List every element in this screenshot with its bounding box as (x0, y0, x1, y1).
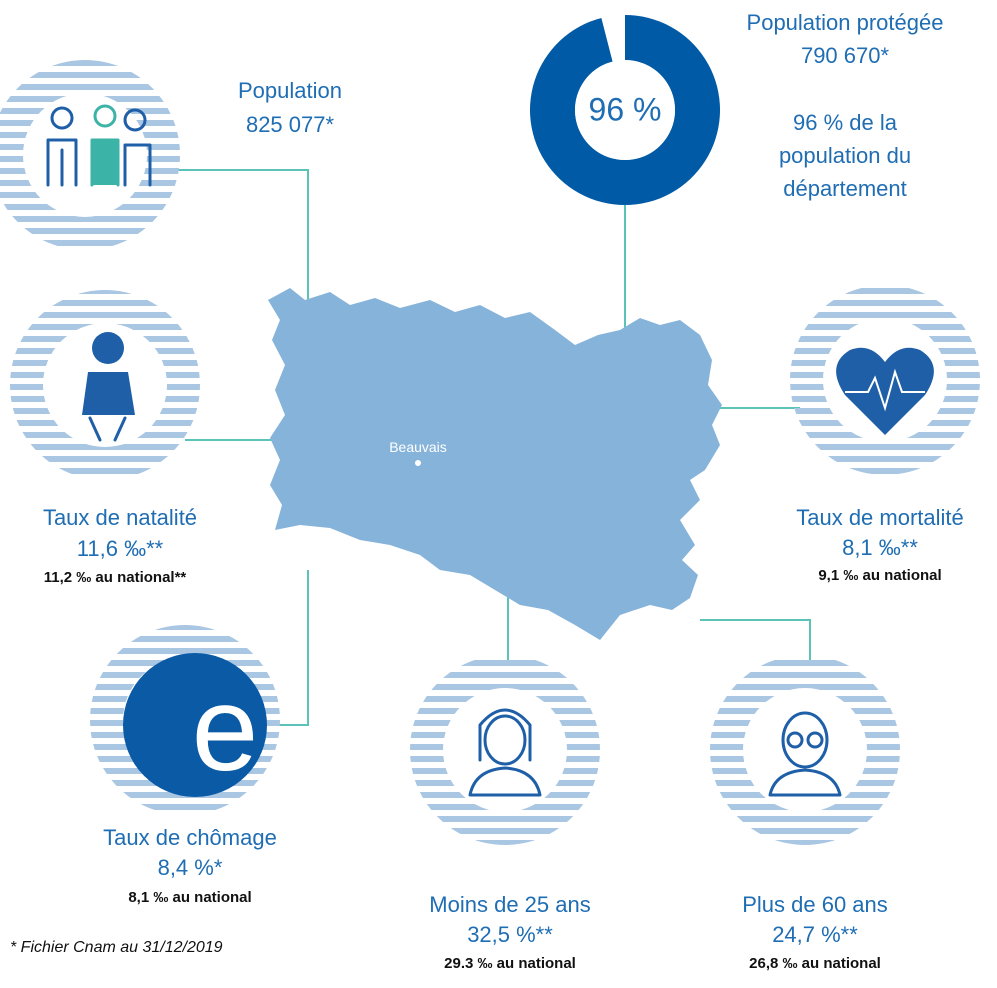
donut-arc (529, 15, 720, 206)
donut-hole (575, 60, 675, 160)
svg-text:e: e (192, 662, 259, 796)
stat-title: Taux de mortalité (796, 505, 964, 530)
stat-value: 24,7 %** (772, 922, 858, 947)
city-label: Beauvais (389, 439, 447, 455)
national: 26,8 ‰ au national (749, 955, 881, 972)
icon-natality (10, 290, 200, 480)
stat-title: Population protégée (747, 10, 944, 35)
donut-label: 96 % (589, 91, 662, 127)
icon-population (0, 60, 180, 250)
national: 29.3 ‰ au national (444, 955, 576, 972)
icon-mortality (790, 285, 980, 475)
note: 96 % de la (793, 110, 898, 135)
note: population du (779, 143, 911, 168)
department-map (268, 288, 722, 640)
stat-title: Population (238, 78, 342, 103)
icon-unemployment: e (90, 625, 280, 815)
stat-value: 32,5 %** (467, 922, 553, 947)
stat-title: Taux de chômage (103, 825, 277, 850)
note: département (783, 176, 907, 201)
stat-value: 8,4 %* (158, 855, 223, 880)
stat-value: 790 670* (801, 43, 890, 68)
stat-value: 11,6 ‰** (77, 536, 164, 561)
stat-title: Moins de 25 ans (429, 892, 590, 917)
footnote: * Fichier Cnam au 31/12/2019 (10, 939, 223, 956)
stat-title: Taux de natalité (43, 505, 197, 530)
icon-over60 (710, 655, 900, 845)
stat-value: 8,1 ‰** (842, 535, 918, 560)
national: 9,1 ‰ au national (818, 567, 941, 584)
connectors (150, 169, 811, 726)
icon-under25 (410, 655, 600, 845)
national: 11,2 ‰ au national** (44, 569, 187, 586)
city-dot (415, 460, 421, 466)
stat-value: 825 077* (246, 112, 335, 137)
stat-title: Plus de 60 ans (742, 892, 888, 917)
national: 8,1 ‰ au national (128, 889, 251, 906)
